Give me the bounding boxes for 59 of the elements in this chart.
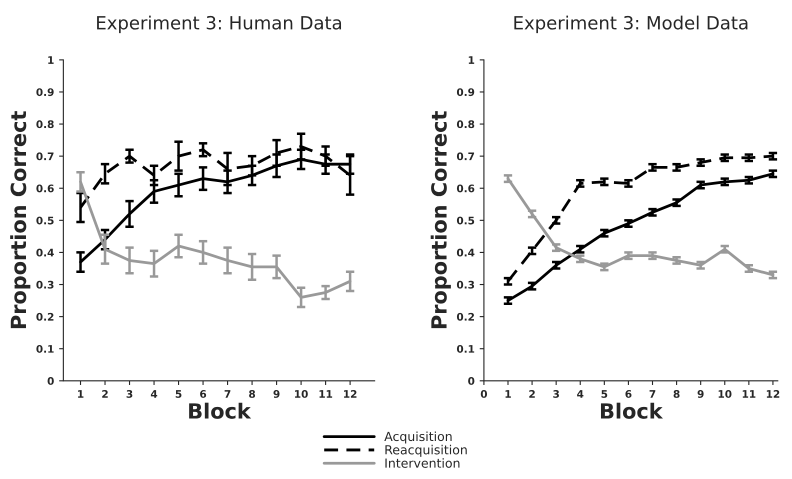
y-tick-label: 1 xyxy=(468,56,474,64)
chart-title: Experiment 3: Model Data xyxy=(514,16,748,34)
legend-label: Acquisition xyxy=(384,431,452,444)
line-series xyxy=(506,172,774,302)
x-axis-title: Block xyxy=(600,402,663,419)
x-tick-label: 4 xyxy=(577,390,584,398)
y-axis-title: Proportion Correct xyxy=(430,111,451,328)
y-tick-label: 0 xyxy=(48,377,54,385)
y-tick-label: 1 xyxy=(48,56,54,64)
x-tick-label: 1 xyxy=(78,390,84,398)
y-tick-label: 0.2 xyxy=(456,312,474,321)
x-tick-label: 2 xyxy=(102,390,108,398)
legend-label: Reacquisition xyxy=(385,444,467,457)
x-tick-label: 8 xyxy=(674,390,680,398)
x-tick-label: 1 xyxy=(506,390,511,398)
y-tick-label: 0.7 xyxy=(456,152,474,160)
x-tick-label: 11 xyxy=(742,390,756,398)
x-tick-label: 7 xyxy=(650,390,656,398)
x-tick-label: 8 xyxy=(249,390,256,398)
line-series xyxy=(506,154,774,283)
y-tick-label: 0 xyxy=(468,377,474,385)
line-series xyxy=(506,177,774,276)
chart-title: Experiment 3: Human Data xyxy=(97,16,342,34)
y-tick-label: 0.6 xyxy=(36,184,54,192)
x-tick-label: 5 xyxy=(176,390,182,398)
y-tick-label: 0.9 xyxy=(36,88,54,96)
y-tick-label: 0.7 xyxy=(36,152,54,160)
x-tick-label: 6 xyxy=(200,390,206,398)
y-tick-label: 0.3 xyxy=(36,280,54,289)
x-tick-label: 10 xyxy=(295,390,308,398)
y-tick-label: 0.4 xyxy=(36,248,54,257)
x-tick-label: 7 xyxy=(224,390,230,398)
x-tick-label: 9 xyxy=(273,390,280,398)
x-tick-label: 6 xyxy=(625,390,632,398)
x-tick-label: 12 xyxy=(344,390,356,398)
x-tick-label: 10 xyxy=(718,390,732,398)
x-tick-label: 3 xyxy=(553,390,559,398)
y-axis-title: Proportion Correct xyxy=(10,111,30,328)
y-tick-label: 0.9 xyxy=(456,88,474,96)
y-tick-label: 0.6 xyxy=(456,184,474,192)
y-tick-label: 0.1 xyxy=(36,344,54,353)
y-tick-label: 0.3 xyxy=(456,280,474,289)
y-tick-label: 0.8 xyxy=(456,120,474,128)
x-axis-title: Block xyxy=(189,402,252,419)
y-tick-label: 0.1 xyxy=(456,344,474,353)
x-tick-label: 3 xyxy=(126,390,132,398)
y-tick-label: 0.2 xyxy=(36,312,54,321)
x-tick-label: 0 xyxy=(480,390,488,398)
x-tick-label: 2 xyxy=(529,390,535,398)
y-tick-label: 0.5 xyxy=(36,216,54,224)
legend-label: Intervention xyxy=(385,458,460,468)
y-tick-label: 0.8 xyxy=(36,120,54,128)
x-tick-label: 11 xyxy=(320,390,332,398)
x-tick-label: 5 xyxy=(602,390,608,398)
x-tick-label: 9 xyxy=(698,390,704,398)
x-tick-label: 12 xyxy=(766,390,780,398)
x-tick-label: 4 xyxy=(150,390,158,398)
y-tick-label: 0.5 xyxy=(456,216,474,224)
y-tick-label: 0.4 xyxy=(456,248,474,257)
